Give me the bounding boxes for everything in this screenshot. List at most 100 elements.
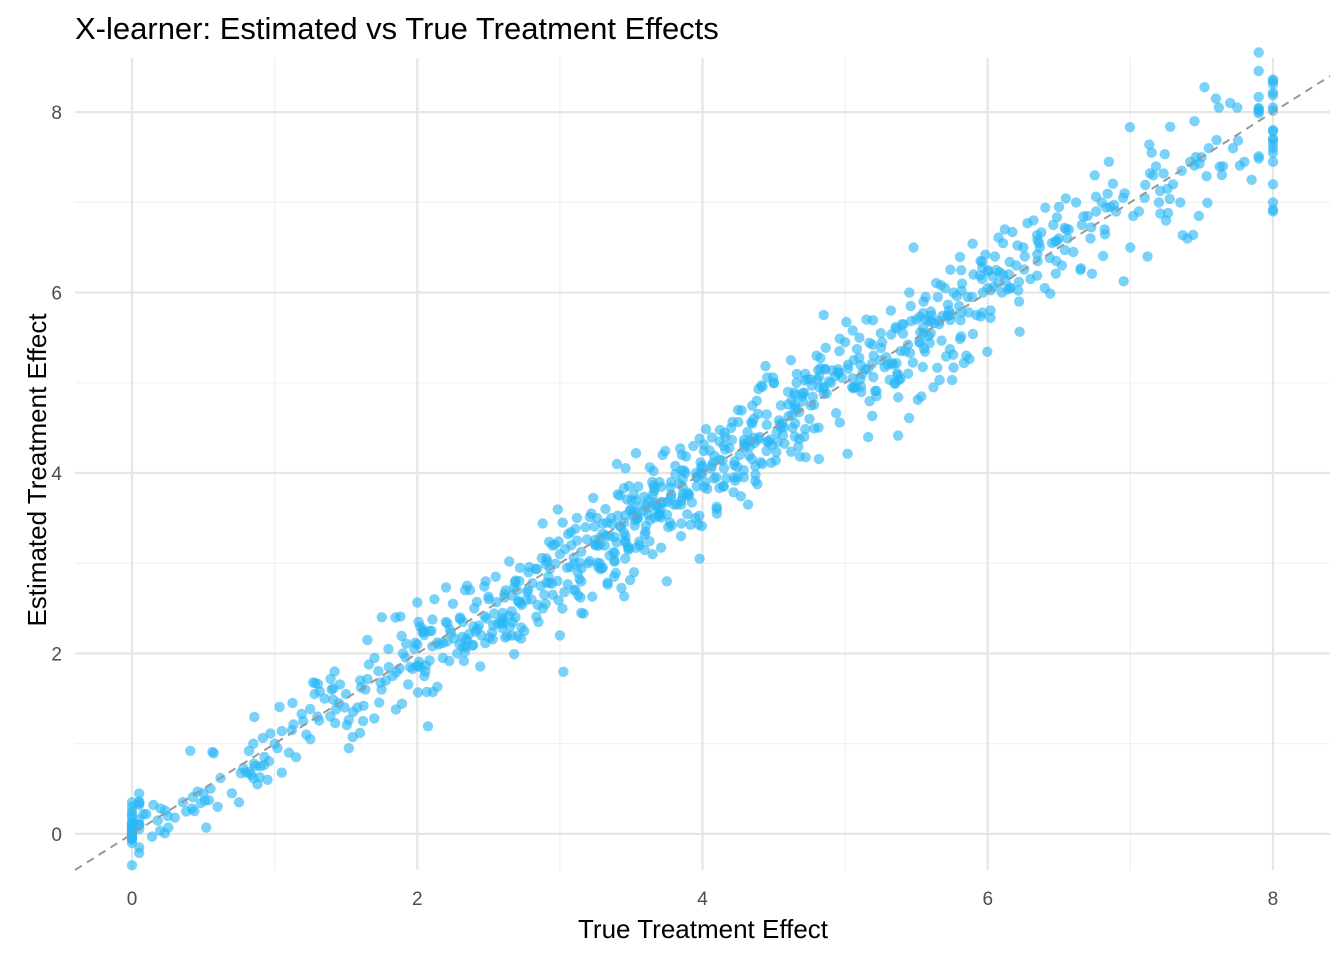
data-point	[1108, 199, 1120, 211]
data-point	[437, 637, 449, 649]
data-point	[628, 489, 639, 500]
data-point	[1213, 102, 1225, 113]
data-point	[464, 584, 476, 596]
data-point	[374, 697, 385, 708]
data-point	[276, 725, 287, 737]
data-point	[932, 291, 943, 303]
data-point	[1155, 208, 1166, 219]
data-point	[955, 315, 966, 326]
data-point	[1004, 256, 1015, 268]
data-point	[676, 518, 687, 529]
data-point	[746, 417, 757, 428]
data-point	[537, 518, 548, 529]
data-point	[258, 760, 270, 771]
data-point	[928, 382, 939, 393]
data-point	[888, 359, 899, 370]
data-point	[867, 315, 879, 326]
data-point	[1267, 147, 1279, 158]
data-point	[1253, 65, 1264, 77]
y-tick-label: 0	[51, 825, 62, 846]
data-point	[201, 822, 212, 833]
data-point	[1012, 240, 1023, 251]
data-point	[770, 455, 781, 466]
x-axis-label: True Treatment Effect	[578, 914, 829, 944]
data-point	[628, 567, 640, 578]
data-point	[814, 371, 825, 382]
data-point	[602, 517, 613, 528]
data-point	[892, 369, 903, 380]
data-point	[480, 638, 491, 649]
data-point	[730, 475, 741, 486]
data-point	[749, 437, 760, 449]
data-point	[1102, 188, 1113, 199]
data-point	[648, 465, 659, 477]
data-point	[609, 547, 620, 559]
data-point	[907, 357, 919, 368]
data-point	[934, 374, 945, 386]
data-point	[452, 648, 463, 659]
data-point	[418, 629, 430, 641]
data-point	[471, 596, 483, 608]
data-point	[589, 521, 600, 532]
data-point	[1267, 156, 1279, 167]
data-point	[134, 799, 145, 810]
data-point	[444, 624, 456, 635]
data-point	[375, 677, 386, 688]
data-point	[1119, 188, 1130, 199]
data-point	[904, 347, 916, 359]
data-point	[904, 287, 915, 298]
data-point	[815, 363, 826, 374]
data-point	[847, 325, 858, 336]
data-point	[383, 661, 394, 673]
data-point	[694, 433, 705, 444]
data-point	[691, 481, 702, 492]
data-point	[739, 438, 750, 449]
y-tick-label: 8	[51, 103, 62, 124]
data-point	[920, 291, 931, 303]
data-point	[1267, 197, 1279, 208]
data-point	[807, 391, 818, 402]
data-point	[752, 408, 764, 420]
data-point	[777, 430, 789, 441]
data-point	[497, 622, 508, 634]
data-point	[834, 333, 845, 344]
data-point	[301, 729, 312, 740]
data-point	[956, 265, 967, 276]
data-point	[956, 285, 967, 296]
data-point	[557, 517, 568, 528]
data-point	[403, 679, 414, 690]
data-point	[330, 704, 341, 715]
data-point	[735, 491, 747, 502]
data-point	[863, 431, 874, 443]
data-point	[1267, 78, 1279, 90]
data-point	[276, 767, 287, 778]
data-point	[1201, 171, 1212, 182]
data-point	[328, 683, 339, 694]
data-point	[134, 788, 145, 799]
data-point	[328, 694, 339, 705]
data-point	[1090, 191, 1102, 202]
x-axis-ticks: 0 2 4 6 8	[127, 889, 1278, 910]
data-point	[1086, 268, 1098, 279]
data-point	[1267, 179, 1279, 190]
data-point	[974, 270, 986, 281]
data-point	[800, 452, 811, 463]
data-point	[786, 446, 797, 457]
x-tick-label: 6	[982, 889, 993, 910]
data-point	[1124, 122, 1136, 133]
data-point	[413, 616, 424, 628]
grid	[75, 58, 1330, 870]
data-point	[376, 612, 387, 623]
data-point	[1036, 227, 1047, 238]
x-tick-label: 0	[127, 889, 138, 910]
data-point	[387, 670, 398, 682]
data-point	[892, 430, 904, 441]
data-point	[578, 608, 589, 619]
data-point	[618, 483, 629, 494]
data-point	[1014, 326, 1025, 337]
data-point	[1253, 47, 1264, 58]
data-point	[694, 510, 705, 521]
data-point	[126, 832, 138, 843]
data-point	[305, 703, 316, 715]
data-point	[956, 307, 967, 318]
